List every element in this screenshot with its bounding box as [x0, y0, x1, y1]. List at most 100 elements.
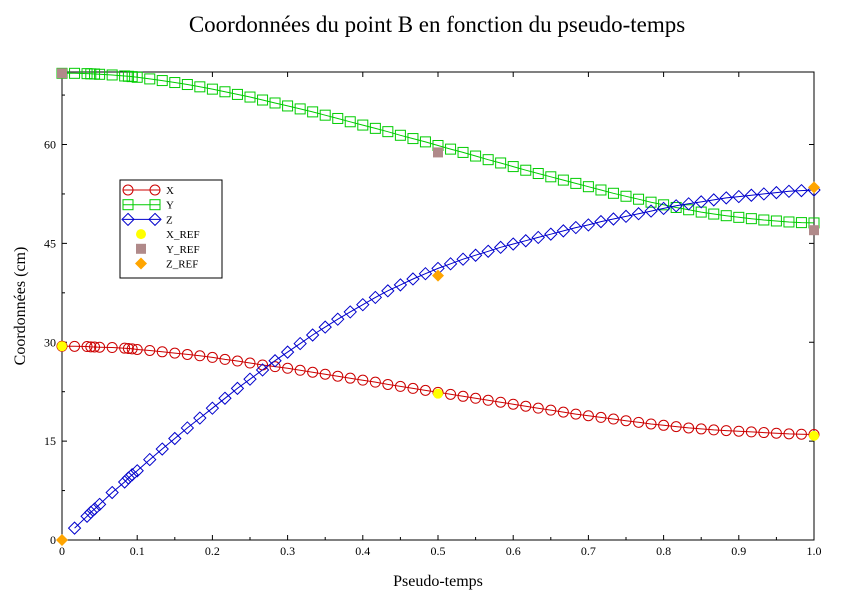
point-y [607, 187, 619, 199]
legend-label: X_REF [166, 229, 200, 241]
point-x [670, 421, 682, 433]
point-z [331, 312, 345, 326]
legend-marker [148, 212, 162, 227]
point-z [381, 284, 395, 298]
legend-label: Z [166, 214, 173, 226]
legend-marker [149, 199, 161, 211]
point-z [506, 237, 520, 251]
point-z [481, 244, 495, 258]
point-x [495, 396, 507, 408]
point-z [443, 257, 458, 271]
point-y [181, 79, 193, 91]
point-y [394, 129, 406, 141]
point-z [519, 234, 533, 248]
point-y [231, 88, 243, 100]
point-z [606, 212, 621, 226]
point-x [69, 340, 81, 352]
point-x [570, 408, 582, 420]
point-z [493, 240, 508, 255]
point-x [470, 392, 482, 404]
point-y [795, 217, 807, 229]
point-z [757, 187, 771, 201]
point-x [269, 361, 281, 373]
point-x [445, 388, 457, 400]
point-x [382, 378, 394, 390]
point-y [532, 168, 544, 180]
point-z [581, 218, 596, 232]
point-z [619, 209, 633, 224]
point-x [720, 425, 732, 437]
y-tick-label: 30 [44, 335, 56, 349]
y-tick-label: 15 [44, 434, 56, 448]
point-z [280, 345, 295, 359]
legend-marker [135, 257, 147, 270]
point-y-ref [433, 147, 443, 158]
x-tick-label: 0.6 [506, 544, 521, 558]
legend-marker [122, 184, 134, 196]
x-tick-label: 0.9 [731, 544, 746, 558]
point-z [92, 497, 107, 512]
legend-entry-x: X [122, 184, 174, 197]
point-y [206, 83, 218, 95]
legend: XYZ X_REF Y_REF Z_REF [119, 179, 223, 279]
point-x [181, 348, 193, 360]
point-y [545, 171, 557, 183]
plot-frame [61, 71, 815, 541]
point-z [681, 197, 696, 211]
point-y [307, 106, 319, 118]
legend-entry-y: Y [122, 199, 174, 212]
point-y [595, 184, 607, 196]
y-axis-label: Coordonnées (cm) [12, 247, 29, 366]
point-x [532, 402, 544, 414]
point-z [205, 401, 220, 415]
point-z-ref [56, 534, 68, 546]
point-y [294, 103, 306, 115]
point-y [407, 133, 419, 145]
x-tick-label: 0.2 [205, 544, 220, 558]
point-y [720, 210, 732, 222]
point-z [87, 502, 102, 516]
point-z [368, 290, 383, 305]
point-z [418, 266, 433, 281]
point-y [570, 177, 582, 189]
point-y [557, 174, 569, 186]
point-y [507, 161, 519, 173]
point-y [369, 122, 381, 134]
point-x [206, 351, 218, 363]
point-x [344, 372, 356, 384]
point-x [658, 419, 670, 431]
point-z [168, 431, 182, 446]
point-x [683, 422, 695, 434]
point-y [244, 91, 256, 103]
point-z [117, 475, 132, 489]
series-line-x [61, 345, 815, 435]
point-y [620, 190, 632, 202]
axes: 0 0.1 0.2 0.3 0.4 0.5 0.6 0.7 0.8 0.9 1.0 0 15 30 45 60 [44, 72, 822, 558]
point-x [357, 374, 369, 386]
point-z [456, 252, 470, 266]
point-z [644, 204, 658, 218]
legend-marker [136, 243, 146, 254]
point-z [782, 184, 796, 199]
series-y-ref [57, 68, 819, 236]
point-y [94, 68, 106, 80]
point-z [794, 183, 809, 198]
legend-marker [122, 199, 134, 211]
point-z [125, 468, 139, 482]
legend-marker [121, 212, 135, 227]
point-x [745, 426, 757, 438]
point-z [669, 199, 683, 213]
point-y [69, 67, 81, 79]
point-x [582, 410, 594, 422]
series-line-z [74, 189, 815, 529]
point-z [230, 381, 245, 396]
point-x [758, 427, 770, 439]
point-y [131, 71, 143, 83]
point-x [645, 418, 657, 430]
point-x [122, 343, 134, 355]
point-x-ref [57, 341, 67, 352]
point-z [744, 188, 759, 202]
point-z [343, 305, 357, 319]
point-z [544, 227, 558, 241]
legend-entry-z-ref: Z_REF [135, 257, 198, 271]
